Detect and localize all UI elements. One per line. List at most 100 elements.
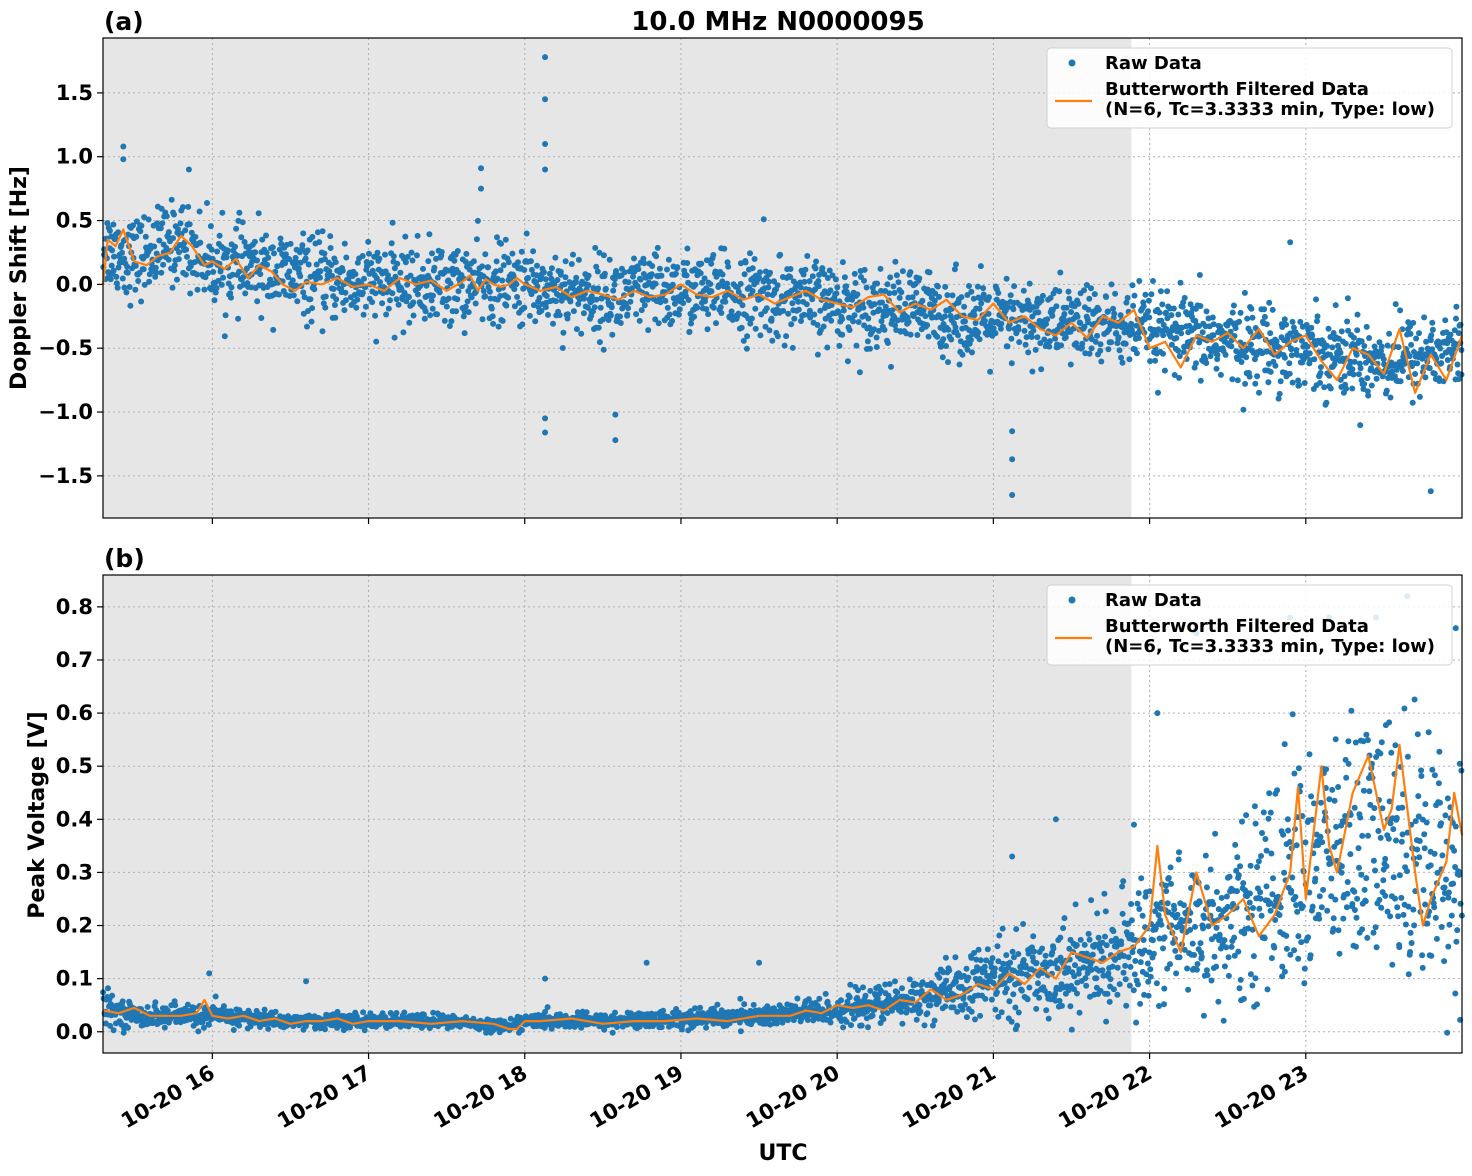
raw-point [662,298,668,304]
raw-point [372,313,378,319]
raw-point [1408,331,1414,337]
raw-point [382,252,388,258]
raw-point [1427,365,1433,371]
raw-point [182,227,188,233]
raw-point [729,308,735,314]
raw-point [160,262,166,268]
raw-point [1021,957,1027,963]
raw-point [1386,331,1392,337]
raw-point [1321,384,1327,390]
raw-point [962,318,968,324]
raw-point [739,325,745,331]
raw-point [389,290,395,296]
raw-point [642,302,648,308]
raw-point [554,277,560,283]
raw-point [1098,341,1104,347]
raw-point [649,263,655,269]
raw-point [180,204,186,210]
raw-point [977,1013,983,1019]
raw-point [415,291,421,297]
raw-point-outlier [120,144,126,150]
raw-point [618,320,624,326]
raw-point [898,289,904,295]
raw-point [222,333,228,339]
raw-point [894,272,900,278]
raw-point [978,263,984,269]
raw-point [736,311,742,317]
raw-point [747,321,753,327]
raw-point [1027,281,1033,287]
raw-point [1128,901,1134,907]
raw-point [132,287,138,293]
raw-point [592,304,598,310]
raw-point [392,335,398,341]
raw-point [560,345,566,351]
raw-point [1173,970,1179,976]
raw-point [329,273,335,279]
raw-point [1193,360,1199,366]
raw-point [766,279,772,285]
raw-point [164,213,170,219]
raw-point [463,259,469,265]
raw-point [183,247,189,253]
raw-point [439,249,445,255]
raw-point [228,295,234,301]
raw-point [657,266,663,272]
raw-point [1282,316,1288,322]
raw-point [968,337,974,343]
raw-point [1181,349,1187,355]
raw-point [1029,369,1035,375]
raw-point [1243,812,1249,818]
raw-point [137,228,143,234]
raw-point [788,321,794,327]
raw-point [1137,1001,1143,1007]
raw-point [756,274,762,280]
raw-point [1087,937,1093,943]
raw-point [1172,948,1178,954]
raw-point [1279,964,1285,970]
raw-point [309,305,315,311]
legend-filtered-label: Butterworth Filtered Data [1105,79,1369,100]
raw-point [782,343,788,349]
raw-point [1323,400,1329,406]
raw-point [1161,986,1167,992]
y-tick-label: −1.0 [38,400,93,424]
raw-point [976,947,982,953]
raw-point [498,241,504,247]
raw-point [528,258,534,264]
raw-point [475,218,481,224]
raw-point [1109,281,1115,287]
raw-point [1231,935,1237,941]
raw-point [865,316,871,322]
raw-point [209,247,215,253]
raw-point [1148,291,1154,297]
raw-point [1230,310,1236,316]
raw-point [926,334,932,340]
raw-point [1152,358,1158,364]
raw-point [307,296,313,302]
raw-point [360,290,366,296]
raw-point [343,255,349,261]
raw-point [1384,388,1390,394]
raw-point [1223,944,1229,950]
raw-point [1379,344,1385,350]
raw-point [303,256,309,262]
raw-point [427,312,433,318]
raw-point [815,322,821,328]
raw-point [479,263,485,269]
raw-point [982,318,988,324]
panel-b-label: (b) [104,544,145,573]
raw-point [1126,954,1132,960]
raw-point [1075,314,1081,320]
raw-point [206,1022,212,1028]
raw-point-outlier [542,141,548,147]
raw-point [503,237,509,243]
raw-point [1448,332,1454,338]
raw-point [1266,816,1272,822]
raw-point [720,272,726,278]
raw-point [1176,857,1182,863]
raw-point [738,281,744,287]
raw-point [899,1021,905,1027]
raw-point [860,305,866,311]
